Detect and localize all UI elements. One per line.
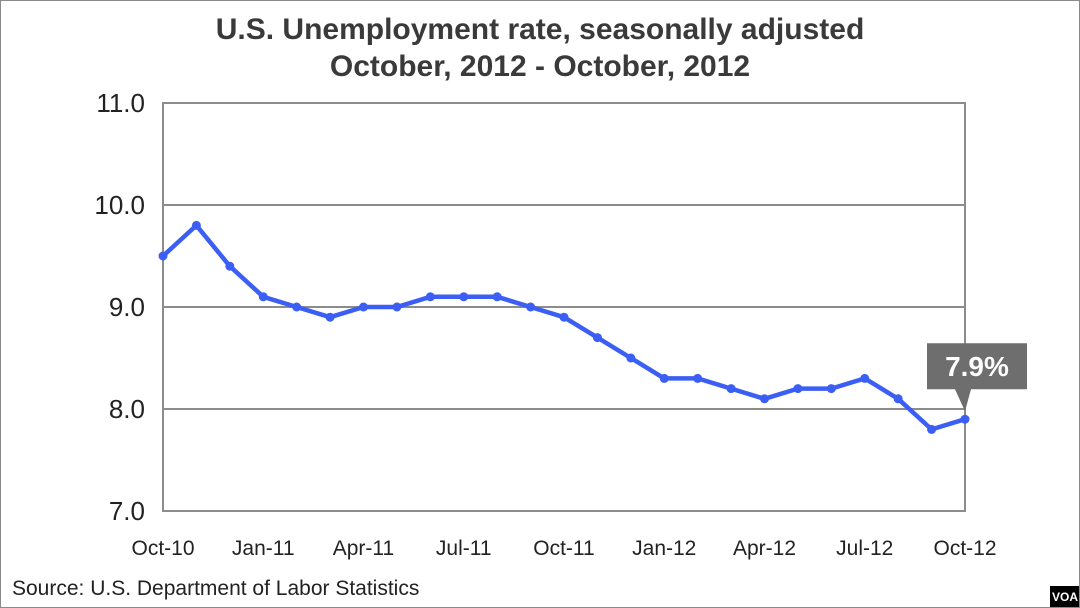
data-point (191, 220, 201, 230)
x-tick-label: Apr-12 (733, 537, 796, 560)
x-tick-label: Oct-10 (131, 537, 194, 560)
x-tick-label: Jan-12 (632, 537, 696, 560)
y-tick-label: 8.0 (109, 394, 145, 424)
data-point (927, 424, 937, 434)
y-tick-label: 10.0 (94, 190, 145, 220)
x-tick-label: Oct-12 (933, 537, 996, 560)
data-point (659, 373, 669, 383)
data-point (526, 302, 536, 312)
data-point (826, 384, 836, 394)
plot-area: 7.0 8.0 9.0 10.0 11.0 Oct-10 Jan-11 Apr-11 Jul-1… (94, 88, 1027, 560)
callout-label: 7.9% (945, 351, 1009, 382)
data-point (793, 384, 803, 394)
data-point (359, 302, 368, 312)
data-point (559, 312, 569, 322)
data-point (459, 292, 469, 302)
data-point (760, 394, 769, 404)
data-point (893, 394, 903, 404)
data-point (726, 384, 736, 394)
data-point (225, 261, 235, 271)
data-point (592, 333, 602, 343)
x-tick-label: Jan-11 (232, 537, 295, 560)
x-tick-label: Oct-11 (533, 537, 594, 560)
data-point (626, 353, 636, 363)
x-tick-label: Jul-11 (436, 537, 492, 560)
data-point (693, 373, 703, 383)
data-point (425, 292, 435, 302)
y-tick-label: 7.0 (109, 496, 145, 526)
callout-box (927, 343, 1027, 412)
data-point (258, 292, 268, 302)
x-tick-label: Jul-12 (836, 537, 893, 560)
data-point (492, 292, 502, 302)
data-point (292, 302, 302, 312)
source-note: Source: U.S. Department of Labor Statist… (12, 577, 419, 600)
data-point (860, 373, 870, 383)
chart-subtitle: October, 2012 - October, 2012 (330, 50, 750, 83)
data-point (960, 414, 970, 424)
data-point (392, 302, 402, 312)
data-point (325, 312, 335, 322)
data-point (158, 251, 168, 261)
x-tick-label: Apr-11 (333, 537, 394, 560)
chart-title: U.S. Unemployment rate, seasonally adjus… (216, 13, 865, 46)
y-tick-label: 9.0 (109, 292, 145, 322)
voa-logo-badge: VOA (1050, 586, 1080, 608)
y-tick-label: 11.0 (96, 88, 145, 118)
